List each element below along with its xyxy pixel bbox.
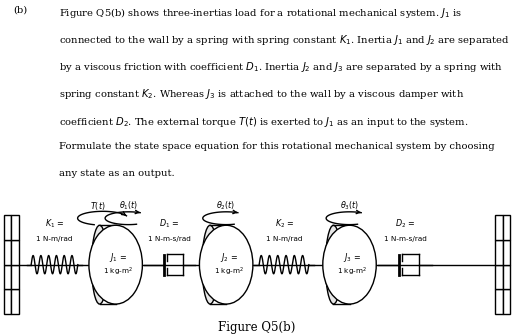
Text: $J_1$ =: $J_1$ =: [109, 251, 127, 264]
Text: 1 kg-m$^2$: 1 kg-m$^2$: [337, 266, 367, 278]
Bar: [503, 289, 510, 314]
Text: any state as an output.: any state as an output.: [59, 169, 175, 178]
Text: 1 kg-m$^2$: 1 kg-m$^2$: [103, 266, 133, 278]
Bar: [503, 240, 510, 265]
Bar: [503, 215, 510, 240]
Text: by a viscous friction with coefficient $D_1$. Inertia $J_2$ and $J_3$ are separa: by a viscous friction with coefficient $…: [59, 60, 503, 74]
Text: Figure Q5(b): Figure Q5(b): [218, 322, 296, 334]
Ellipse shape: [89, 225, 142, 304]
Text: spring constant $K_2$. Whereas $J_3$ is attached to the wall by a viscous damper: spring constant $K_2$. Whereas $J_3$ is …: [59, 87, 464, 102]
Bar: [4, 215, 11, 240]
Text: 1 N-m-s/rad: 1 N-m-s/rad: [383, 236, 427, 242]
Bar: [4, 240, 11, 265]
Text: $\theta_3(t)$: $\theta_3(t)$: [340, 199, 359, 212]
Ellipse shape: [325, 225, 341, 304]
Text: Formulate the state space equation for this rotational mechanical system by choo: Formulate the state space equation for t…: [59, 142, 495, 151]
Text: 1 N-m-s/rad: 1 N-m-s/rad: [148, 236, 191, 242]
Bar: [11, 289, 19, 314]
Bar: [4, 265, 11, 289]
Text: $K_2$ =: $K_2$ =: [274, 218, 294, 230]
Text: $J_2$ =: $J_2$ =: [220, 251, 238, 264]
Bar: [495, 215, 503, 240]
Text: $J_3$ =: $J_3$ =: [343, 251, 361, 264]
Ellipse shape: [202, 225, 218, 304]
Ellipse shape: [91, 225, 107, 304]
Bar: [11, 215, 19, 240]
Text: 1 N-m/rad: 1 N-m/rad: [266, 236, 303, 242]
Bar: [495, 289, 503, 314]
Bar: [4, 289, 11, 314]
Bar: [11, 265, 19, 289]
Bar: [495, 265, 503, 289]
Text: $K_1$ =: $K_1$ =: [45, 218, 64, 230]
Text: $D_1$ =: $D_1$ =: [159, 218, 180, 230]
Text: $\theta_2(t)$: $\theta_2(t)$: [216, 199, 236, 212]
Text: 1 kg-m$^2$: 1 kg-m$^2$: [214, 266, 244, 278]
Text: $\theta_1(t)$: $\theta_1(t)$: [119, 199, 138, 212]
Text: $T(t)$: $T(t)$: [90, 200, 105, 212]
Text: Figure Q5(b) shows three-inertias load for a rotational mechanical system. $J_1$: Figure Q5(b) shows three-inertias load f…: [59, 6, 462, 20]
Text: 1 N-m/rad: 1 N-m/rad: [36, 236, 73, 242]
Bar: [11, 240, 19, 265]
Text: coefficient $D_2$. The external torque $T(t)$ is exerted to $J_1$ as an input to: coefficient $D_2$. The external torque $…: [59, 115, 469, 129]
Bar: [495, 240, 503, 265]
Ellipse shape: [323, 225, 376, 304]
Text: (b): (b): [13, 6, 27, 15]
Bar: [503, 265, 510, 289]
Text: connected to the wall by a spring with spring constant $K_1$. Inertia $J_1$ and : connected to the wall by a spring with s…: [59, 33, 510, 47]
Text: $D_2$ =: $D_2$ =: [395, 218, 415, 230]
Ellipse shape: [199, 225, 253, 304]
